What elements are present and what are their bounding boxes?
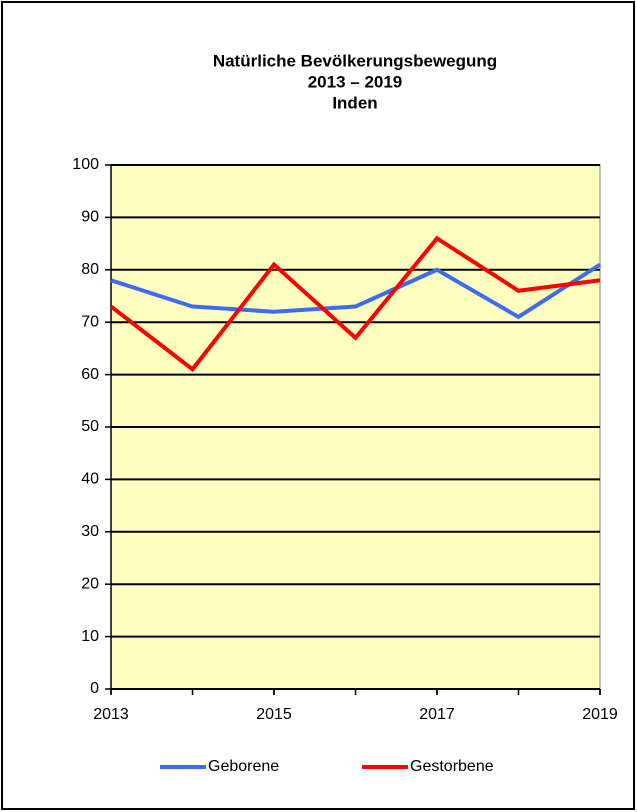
y-tick-label: 20 (81, 575, 99, 592)
y-tick-label: 100 (72, 156, 99, 173)
y-tick-label: 50 (81, 418, 99, 435)
legend-label: Gestorbene (410, 758, 494, 775)
legend-label: Geborene (208, 758, 279, 775)
x-tick-label: 2017 (419, 706, 455, 723)
series-line (110, 262, 602, 320)
x-tick-label: 2019 (582, 706, 618, 723)
y-tick-label: 40 (81, 471, 99, 488)
y-tick-label: 0 (90, 680, 99, 697)
y-tick-label: 10 (81, 628, 99, 645)
y-tick-label: 90 (81, 209, 99, 226)
y-tick-label: 80 (81, 261, 99, 278)
y-tick-label: 60 (81, 366, 99, 383)
chart-title: Natürliche Bevölkerungsbewegung (213, 51, 497, 70)
x-tick-label: 2013 (93, 706, 129, 723)
y-tick-label: 30 (81, 523, 99, 540)
y-tick-label: 70 (81, 313, 99, 330)
x-tick-label: 2015 (256, 706, 292, 723)
chart-title: Inden (332, 93, 377, 112)
chart-title: 2013 – 2019 (308, 72, 403, 91)
series-line (109, 235, 601, 373)
